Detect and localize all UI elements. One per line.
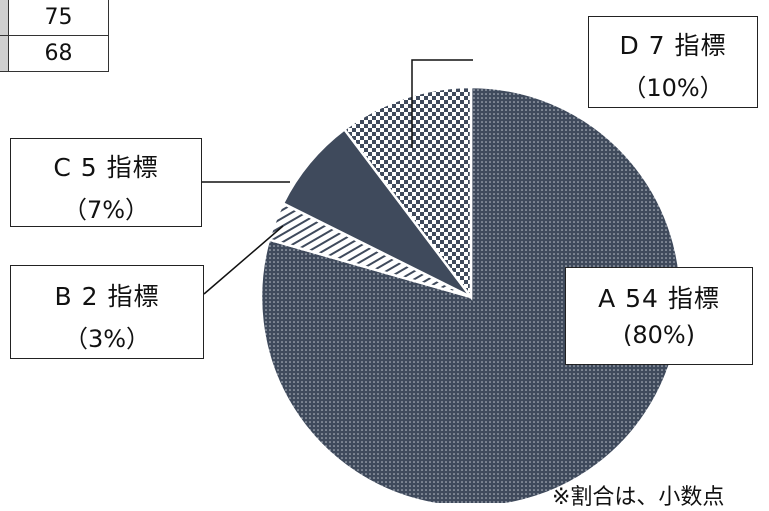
- slice-percent: （3%）: [63, 325, 151, 353]
- pie-slice-d: [342, 85, 473, 301]
- label-slice-c: C 5 指標 （7%）: [10, 138, 202, 227]
- slice-name: B: [54, 282, 73, 311]
- slice-count: 7 指標: [648, 31, 727, 60]
- label-slice-d: D 7 指標 （10%）: [588, 16, 758, 108]
- slice-percent: （10%）: [622, 74, 724, 102]
- leader-line-d: [411, 59, 473, 148]
- slice-count: 2 指標: [81, 282, 160, 311]
- slice-count: 54 指標: [625, 284, 720, 313]
- pie-slice-c: [281, 127, 472, 299]
- slice-name: D: [619, 31, 640, 60]
- slice-name: C: [53, 153, 72, 182]
- slice-percent: （7%）: [62, 196, 150, 224]
- slice-percent: (80%): [622, 321, 696, 349]
- slice-count: 5 指標: [80, 153, 159, 182]
- footnote: ※割合は、小数点: [552, 485, 725, 510]
- slice-name: A: [598, 284, 617, 313]
- pie-slice-a: [259, 85, 683, 503]
- label-slice-a: A 54 指標 (80%): [565, 267, 753, 365]
- label-slice-b: B 2 指標 （3%）: [10, 265, 204, 359]
- table-cell: 68: [8, 35, 109, 72]
- leader-line-b: [203, 225, 284, 295]
